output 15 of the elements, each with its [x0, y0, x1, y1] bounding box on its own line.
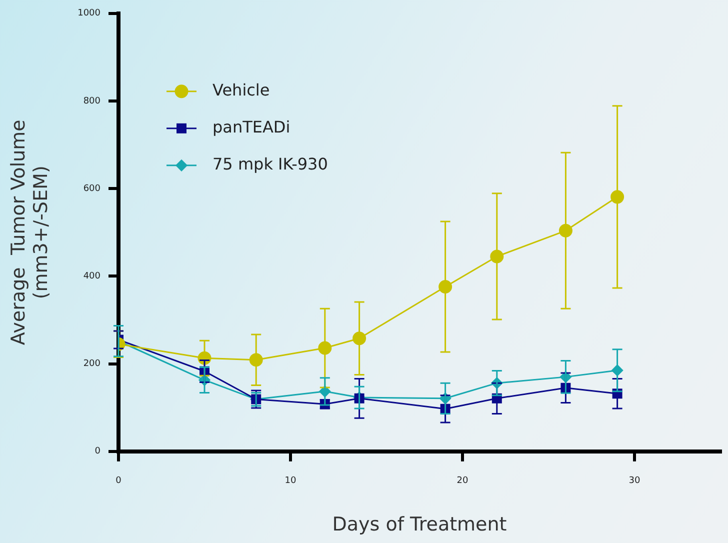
y-tick-label: 0 [94, 446, 101, 457]
y-tick-label: 600 [83, 184, 101, 194]
x-tick-label: 0 [116, 476, 122, 486]
x-tick-label: 30 [628, 476, 640, 486]
x-tick-label: 20 [456, 476, 468, 486]
y-tick-label: 1000 [78, 8, 101, 19]
x-tick-label: 10 [284, 476, 297, 486]
legend-label: panTEADi [212, 118, 290, 137]
y-tick-label: 200 [83, 359, 101, 370]
y-axis-title: Average Tumor Volume (mm3+/-SEM) [7, 120, 52, 346]
legend-label: 75 mpk IK-930 [212, 154, 328, 174]
y-tick-label: 400 [83, 272, 101, 282]
y-tick-label: 800 [83, 96, 101, 106]
x-axis-title: Days of Treatment [332, 514, 507, 536]
legend-label: Vehicle [212, 80, 270, 100]
